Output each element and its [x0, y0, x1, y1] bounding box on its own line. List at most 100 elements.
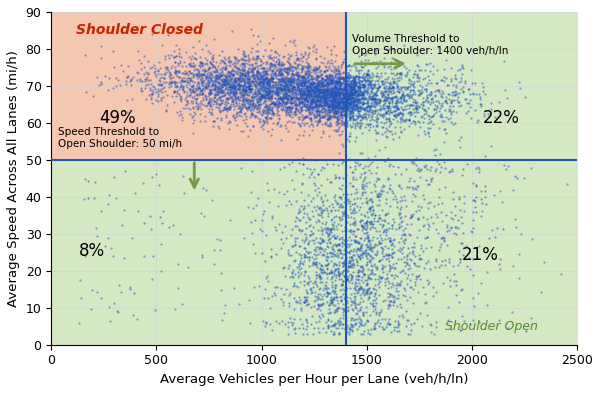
Point	[274, 61, 283, 68]
Point	[260, 84, 270, 90]
Point	[397, 246, 406, 252]
Point	[296, 88, 305, 94]
Point	[354, 84, 364, 90]
Point	[292, 86, 301, 92]
Point	[388, 116, 397, 122]
Point	[170, 83, 180, 89]
Point	[380, 76, 390, 83]
Point	[352, 92, 361, 98]
Point	[406, 83, 415, 89]
Point	[270, 73, 280, 79]
Point	[488, 227, 497, 233]
Point	[277, 107, 287, 113]
Point	[157, 241, 166, 247]
Point	[294, 226, 304, 232]
Point	[329, 268, 338, 274]
Point	[374, 97, 384, 104]
Point	[254, 83, 264, 89]
Point	[217, 65, 227, 71]
Point	[326, 207, 335, 213]
Point	[346, 321, 355, 328]
Point	[177, 75, 187, 81]
Point	[140, 53, 149, 59]
Point	[331, 282, 341, 288]
Point	[171, 53, 181, 59]
Point	[351, 74, 361, 80]
Point	[297, 83, 307, 90]
Point	[290, 112, 299, 118]
Point	[305, 97, 315, 103]
Point	[199, 213, 209, 219]
Point	[284, 60, 294, 66]
Point	[186, 70, 196, 76]
Point	[364, 290, 374, 297]
Point	[322, 110, 331, 116]
Point	[269, 112, 278, 118]
Point	[424, 120, 433, 127]
Point	[274, 75, 284, 82]
Point	[247, 89, 256, 95]
Point	[403, 69, 412, 75]
Point	[382, 86, 392, 92]
Point	[265, 101, 275, 107]
Point	[298, 86, 308, 92]
Point	[323, 90, 332, 97]
Point	[315, 68, 325, 74]
Point	[266, 100, 276, 106]
Point	[301, 95, 311, 102]
Point	[335, 75, 345, 81]
Point	[248, 122, 258, 129]
Point	[339, 86, 349, 92]
Point	[316, 195, 326, 202]
Point	[194, 85, 203, 91]
Point	[390, 171, 400, 178]
Point	[479, 111, 489, 117]
Point	[340, 242, 349, 248]
Point	[388, 250, 398, 256]
Point	[331, 81, 340, 87]
Point	[325, 95, 335, 101]
Point	[451, 76, 461, 82]
Point	[313, 80, 323, 86]
Point	[309, 87, 319, 93]
Point	[242, 90, 251, 96]
Point	[365, 226, 375, 233]
Point	[316, 302, 326, 308]
Point	[326, 86, 336, 92]
Point	[184, 68, 193, 74]
Point	[271, 102, 280, 108]
Point	[377, 123, 387, 130]
Point	[338, 204, 348, 211]
Point	[275, 71, 284, 77]
Point	[385, 118, 395, 125]
Point	[435, 105, 445, 111]
Point	[302, 83, 312, 90]
Point	[336, 80, 346, 86]
Point	[301, 83, 311, 90]
Point	[354, 112, 364, 119]
Point	[370, 282, 380, 288]
Point	[255, 85, 265, 92]
Point	[312, 77, 322, 83]
Point	[235, 81, 244, 87]
Point	[311, 77, 321, 83]
Point	[309, 260, 319, 266]
Point	[167, 79, 177, 85]
Point	[352, 115, 362, 121]
Point	[307, 231, 317, 238]
Point	[277, 70, 286, 76]
Point	[313, 99, 322, 106]
Point	[342, 86, 352, 93]
Point	[208, 62, 218, 68]
Point	[397, 92, 407, 98]
Point	[342, 275, 352, 281]
Point	[233, 57, 242, 64]
Point	[253, 102, 263, 108]
Point	[380, 282, 390, 288]
Point	[266, 78, 275, 84]
Point	[350, 87, 359, 94]
Point	[280, 79, 289, 85]
Point	[349, 269, 358, 275]
Point	[238, 96, 248, 103]
Point	[340, 111, 349, 118]
